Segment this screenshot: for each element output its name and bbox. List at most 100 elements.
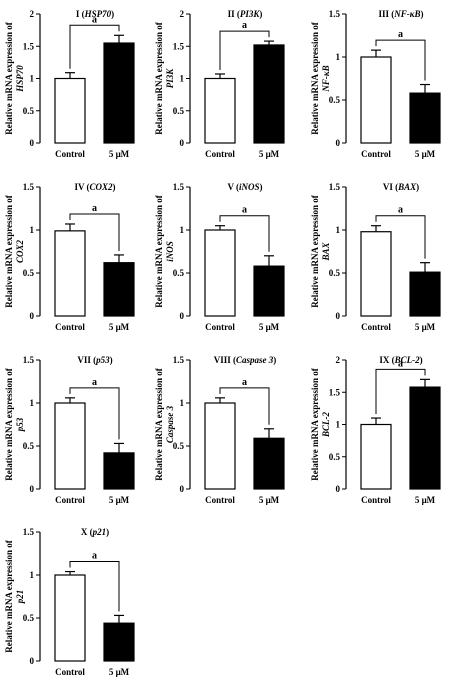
panel-title-gene: PI3K: [240, 9, 261, 19]
y-axis-label: Relative mRNA expression of p21: [4, 539, 25, 653]
category-label: 5 μM: [109, 322, 130, 332]
y-tick-label: 1: [336, 52, 341, 62]
bar: [253, 437, 285, 490]
y-axis-label-gene: BAX: [321, 242, 331, 262]
y-tick-label: 0: [30, 311, 35, 321]
y-tick-label: 1: [30, 398, 35, 408]
category-label: Control: [55, 322, 85, 332]
category-label: Control: [205, 322, 235, 332]
y-axis-label: Relative mRNA expression of BAX: [310, 194, 331, 308]
y-tick-label: 1: [30, 570, 35, 580]
panel-title-suffix: ): [273, 355, 276, 365]
panel-title-suffix: ): [416, 182, 419, 192]
y-axis-label-line1: Relative mRNA expression of: [154, 367, 164, 481]
significance-label: a: [92, 203, 97, 214]
panel-title-suffix: ): [111, 9, 114, 19]
panel-title: III (NF-κB): [378, 9, 423, 19]
category-label: 5 μM: [109, 667, 130, 677]
y-tick-label: 1.5: [329, 9, 341, 19]
significance-label: a: [398, 358, 403, 369]
bar: [409, 271, 441, 317]
y-axis-label-line1: Relative mRNA expression of: [4, 367, 14, 481]
y-axis-label-line1: Relative mRNA expression of: [310, 367, 320, 481]
panel-title-prefix: VI (: [383, 182, 398, 192]
panel-title-gene: iNOS: [239, 182, 260, 192]
y-axis-label-gene: HSP70: [15, 65, 25, 93]
bar: [54, 574, 86, 662]
y-tick-label: 1.5: [23, 527, 35, 537]
y-axis-label: Relative mRNA expression of iNOS: [154, 194, 175, 308]
bar: [54, 77, 86, 144]
y-axis-label-line1: Relative mRNA expression of: [4, 21, 14, 135]
significance-label: a: [242, 377, 247, 388]
y-tick-label: 0: [30, 138, 35, 148]
significance-label: a: [92, 14, 97, 25]
y-axis-label: Relative mRNA expression of NF-κB: [310, 21, 331, 135]
bar: [253, 44, 285, 144]
panel-title-prefix: VIII (: [214, 355, 236, 365]
y-tick-label: 0.5: [173, 106, 185, 116]
y-tick-label: 0.5: [173, 441, 185, 451]
y-tick-label: 0.5: [23, 613, 35, 623]
significance-label: a: [92, 377, 97, 388]
y-axis-label-line1: Relative mRNA expression of: [4, 539, 14, 653]
panel-title-suffix: ): [259, 9, 262, 19]
category-label: 5 μM: [259, 495, 280, 505]
panel-title-gene: BCL-2: [394, 355, 421, 365]
y-tick-label: 0: [336, 311, 341, 321]
panel-title-prefix: X (: [81, 527, 93, 537]
y-axis-label-line1: Relative mRNA expression of: [310, 21, 320, 135]
panel-title-gene: p21: [92, 527, 107, 537]
y-axis-label-gene: BCL-2: [321, 412, 331, 439]
y-tick-label: 1.5: [329, 387, 341, 397]
bar: [103, 262, 135, 317]
panel-title-prefix: V (: [227, 182, 239, 192]
panel-title-prefix: I (: [76, 9, 85, 19]
panel-title: VI (BAX): [383, 182, 419, 192]
category-label: Control: [55, 149, 85, 159]
significance-bracket: [69, 561, 120, 612]
significance-label: a: [92, 551, 97, 562]
bar: [360, 231, 392, 317]
y-tick-label: 0.5: [173, 268, 185, 278]
y-axis-label: Relative mRNA expression of COX2: [4, 194, 25, 308]
y-tick-label: 1.5: [329, 182, 341, 192]
bar: [409, 92, 441, 144]
panel-title-suffix: ): [113, 182, 116, 192]
y-axis-label-gene: PI3K: [165, 68, 175, 89]
y-tick-label: 2: [180, 9, 185, 19]
y-axis-label-gene: p53: [15, 417, 25, 432]
panel-title-suffix: ): [260, 182, 263, 192]
panel-title: V (iNOS): [227, 182, 262, 192]
y-tick-label: 0: [180, 311, 185, 321]
bar: [54, 402, 86, 490]
bar: [409, 386, 441, 490]
category-label: 5 μM: [109, 495, 130, 505]
y-axis-label: Relative mRNA expression of p53: [4, 367, 25, 481]
significance-bracket: [375, 39, 426, 81]
panel-title-prefix: IX (: [379, 355, 394, 365]
panel-title-suffix: ): [106, 527, 109, 537]
significance-label: a: [242, 205, 247, 216]
y-axis-label-line1: Relative mRNA expression of: [154, 21, 164, 135]
y-tick-label: 2: [30, 9, 35, 19]
panel-title-prefix: III (: [378, 9, 394, 19]
category-label: Control: [361, 495, 391, 505]
y-axis-label-gene: Caspase 3: [165, 405, 175, 443]
y-axis-label: Relative mRNA expression of BCL-2: [310, 367, 331, 481]
panel-title-gene: BAX: [397, 182, 417, 192]
panel-title-prefix: IV (: [74, 182, 89, 192]
y-tick-label: 0: [336, 138, 341, 148]
y-tick-label: 1: [30, 225, 35, 235]
y-tick-label: 0.5: [329, 452, 341, 462]
bar: [253, 265, 285, 317]
y-tick-label: 1.5: [173, 355, 185, 365]
